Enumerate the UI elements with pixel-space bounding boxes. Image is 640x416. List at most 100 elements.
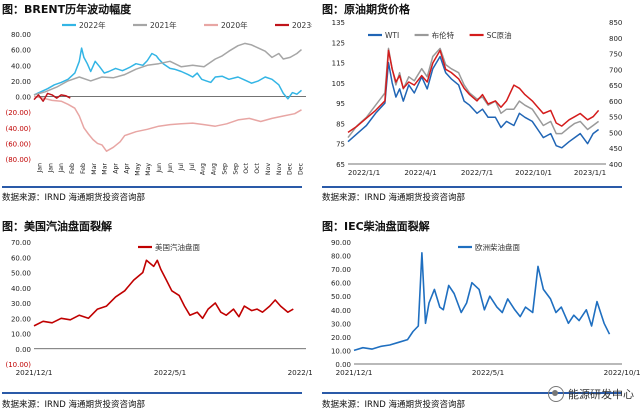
y-right-tick-label: 500 (609, 129, 622, 137)
legend-label: 2023年 (292, 20, 312, 30)
x-tick-label: 2022/5/1 (154, 368, 186, 377)
x-tick-label: Jul (189, 163, 196, 172)
legend-label: 2021年 (150, 20, 177, 30)
x-tick-label: Nov (276, 163, 283, 175)
x-tick-label: Jan (47, 163, 54, 174)
y-tick-label: 30.00 (11, 300, 31, 308)
y-tick-label: 85 (336, 120, 345, 128)
x-tick-label: Jun (167, 163, 174, 174)
y-tick-label: 115 (332, 60, 345, 68)
divider (322, 186, 622, 188)
y-tick-label: 125 (332, 39, 345, 47)
y-right-tick-label: 750 (609, 51, 622, 59)
x-tick-label: Feb (80, 163, 87, 174)
x-tick-label: 2022/7/1 (461, 168, 493, 177)
series-line (33, 259, 294, 327)
x-tick-label: Nov (265, 163, 272, 175)
y-tick-label: 20.00 (331, 334, 351, 342)
x-tick-label: Oct (254, 162, 261, 173)
y-tick-label: 70.00 (331, 266, 351, 274)
y-tick-label: 40.00 (11, 285, 31, 293)
y-right-tick-label: 550 (609, 114, 622, 122)
chart-title: 图：原油期货价格 (322, 3, 410, 16)
series-line (347, 49, 600, 134)
series-line (33, 95, 302, 152)
x-tick-label: Mar (91, 163, 98, 175)
brent-chart: 80.00 60.00 40.00 20.00 0.00 (20.00) (40.00) (6… (5, 20, 312, 176)
x-tick-label: 2021/12/1 (336, 368, 373, 377)
divider (322, 392, 622, 394)
y-tick-label: 20.00 (11, 78, 31, 86)
x-tick-label: Feb (69, 163, 76, 174)
legend-label: 美国汽油盘面 (155, 242, 200, 252)
x-tick-label: Dec (298, 162, 305, 175)
series-line (347, 55, 600, 149)
y-right-tick-label: 400 (609, 161, 622, 169)
series-line (353, 252, 611, 352)
data-source: 数据来源：IRND 海通期货投资咨询部 (322, 400, 466, 410)
y-tick-label: 60.00 (331, 280, 351, 288)
x-tick-label: May (134, 163, 141, 176)
y-tick-label: 65 (336, 161, 345, 169)
x-tick-label: Sep (221, 163, 228, 175)
x-tick-label: 2022/10/1 (288, 368, 312, 377)
y-tick-label: (20.00) (5, 109, 31, 117)
legend-label: 2022年 (79, 20, 106, 30)
y-tick-label: (40.00) (5, 125, 31, 133)
y-tick-label: 10.00 (331, 347, 351, 355)
x-tick-label: Apr (113, 163, 120, 174)
x-tick-label: 2023/1/1 (574, 168, 606, 177)
legend-label: 欧洲柴油盘面 (475, 242, 520, 252)
x-tick-label: Dec (287, 162, 294, 175)
x-tick-label: Apr (123, 163, 130, 174)
watermark-text: 能源研发中心 (568, 388, 634, 401)
x-tick-label: Oct (243, 162, 250, 173)
y-right-tick-label: 600 (609, 98, 622, 106)
x-tick-label: Jan (36, 163, 43, 174)
x-tick-label: May (145, 163, 152, 176)
legend-label: WTI (385, 31, 399, 40)
y-tick-label: 20.00 (11, 315, 31, 323)
x-tick-label: Aug (211, 163, 218, 175)
series-line (33, 47, 302, 100)
y-tick-label: 60.00 (11, 47, 31, 55)
y-tick-label: 60.00 (11, 254, 31, 262)
y-tick-label: 80.00 (11, 31, 31, 39)
y-right-tick-label: 700 (609, 66, 622, 74)
x-tick-label: Sep (232, 163, 239, 175)
legend-label: 2020年 (221, 20, 248, 30)
chart-title: 图：美国汽油盘面裂解 (2, 220, 112, 233)
legend-label: SC原油 (487, 30, 512, 40)
x-tick-label: Jul (178, 163, 185, 172)
y-tick-label: 105 (332, 80, 345, 88)
y-tick-label: (60.00) (5, 140, 31, 148)
legend-label: 布伦特 (432, 30, 455, 40)
x-tick-label: Aug (200, 163, 207, 175)
x-tick-label: Mar (102, 163, 109, 175)
divider (2, 392, 302, 394)
y-tick-label: 30.00 (331, 320, 351, 328)
x-tick-label: 2022/10/1 (604, 368, 640, 377)
y-tick-label: (80.00) (5, 156, 31, 164)
x-tick-label: 2022/4/1 (404, 168, 436, 177)
x-tick-label: Jan (58, 163, 65, 174)
y-tick-label: 50.00 (11, 270, 31, 278)
series-line (33, 92, 71, 102)
x-tick-label: 2022/10/1 (515, 168, 552, 177)
y-tick-label: 90.00 (331, 239, 351, 247)
y-right-tick-label: 850 (609, 19, 622, 27)
series-line (33, 42, 302, 96)
gasoline-chart: 70.00 60.00 50.00 40.00 30.00 20.00 10.00 0.00 (… (5, 239, 312, 377)
watermark: 能源研发中心 (548, 386, 634, 402)
y-tick-label: 70.00 (11, 239, 31, 247)
y-tick-label: 0.00 (335, 361, 351, 369)
divider (2, 186, 302, 188)
y-tick-label: (10.00) (5, 361, 31, 369)
y-tick-label: 50.00 (331, 293, 351, 301)
y-tick-label: 0.00 (15, 94, 31, 102)
data-source: 数据来源：IRND 海通期货投资咨询部 (322, 193, 466, 203)
y-tick-label: 40.00 (331, 307, 351, 315)
y-right-tick-label: 800 (609, 35, 622, 43)
x-tick-label: 2021/12/1 (16, 368, 53, 377)
y-right-tick-label: 450 (609, 145, 622, 153)
